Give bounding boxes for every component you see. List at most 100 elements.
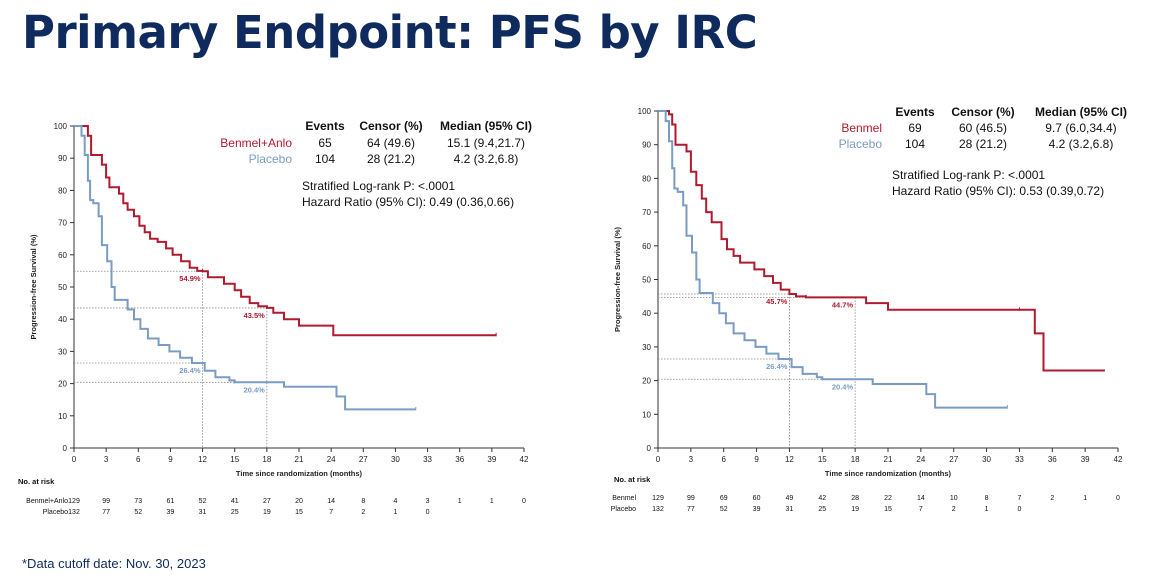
risk-count: 99	[102, 498, 110, 505]
x-tick-label: 39	[1081, 455, 1090, 464]
legend-label-treatment: Benmel+Anlo	[220, 136, 292, 150]
risk-count: 41	[231, 498, 239, 505]
risk-count: 19	[851, 506, 859, 513]
y-tick-label: 50	[642, 276, 651, 285]
x-tick-label: 18	[262, 455, 271, 464]
risk-count: 132	[652, 506, 664, 513]
risk-count: 25	[231, 509, 239, 516]
milestone-label: 20.4%	[244, 385, 266, 394]
risk-count: 0	[1017, 506, 1021, 513]
x-tick-label: 30	[391, 455, 400, 464]
risk-count: 73	[134, 498, 142, 505]
risk-count: 7	[1017, 495, 1021, 502]
milestone-label: 44.7%	[832, 300, 854, 309]
risk-table-title: No. at risk	[18, 477, 55, 486]
milestone-label: 43.5%	[244, 311, 266, 320]
x-tick-label: 15	[818, 455, 827, 464]
risk-count: 28	[851, 495, 859, 502]
risk-count: 2	[1050, 495, 1054, 502]
data-cutoff-footnote: *Data cutoff date: Nov. 30, 2023	[22, 556, 206, 571]
x-tick-label: 6	[136, 455, 141, 464]
x-tick-label: 33	[1015, 455, 1024, 464]
risk-count: 31	[786, 506, 794, 513]
y-axis-title: Progression-free Survival (%)	[29, 234, 38, 340]
x-tick-label: 12	[198, 455, 207, 464]
y-axis-title: Progression-free Survival (%)	[613, 226, 622, 332]
hazard-ratio: Hazard Ratio (95% CI): 0.53 (0.39,0.72)	[892, 184, 1104, 198]
risk-count: 4	[393, 498, 397, 505]
risk-count: 0	[426, 509, 430, 516]
risk-count: 2	[361, 509, 365, 516]
hazard-ratio: Hazard Ratio (95% CI): 0.49 (0.36,0.66)	[302, 195, 514, 209]
x-tick-label: 33	[423, 455, 432, 464]
x-tick-label: 27	[949, 455, 958, 464]
risk-count: 132	[68, 509, 80, 516]
x-tick-label: 21	[295, 455, 304, 464]
risk-count: 2	[952, 506, 956, 513]
risk-count: 77	[102, 509, 110, 516]
y-tick-label: 0	[63, 444, 68, 453]
x-tick-label: 42	[1114, 455, 1123, 464]
x-tick-label: 3	[689, 455, 694, 464]
x-tick-label: 24	[327, 455, 336, 464]
y-tick-label: 10	[642, 410, 651, 419]
table-cell-events: 65	[318, 136, 332, 150]
km-curve-treatment	[658, 110, 1105, 372]
risk-count: 25	[818, 506, 826, 513]
legend-label-placebo: Placebo	[839, 137, 883, 151]
km-curve-placebo	[74, 125, 416, 411]
table-header-censor: Censor (%)	[359, 119, 422, 133]
y-tick-label: 60	[58, 251, 67, 260]
risk-count: 15	[295, 509, 303, 516]
table-header-events: Events	[895, 105, 935, 119]
risk-count: 22	[884, 495, 892, 502]
table-cell-events: 104	[905, 137, 925, 151]
y-tick-label: 20	[58, 380, 67, 389]
y-tick-label: 10	[58, 412, 67, 421]
y-tick-label: 100	[638, 107, 652, 116]
risk-count: 27	[263, 498, 271, 505]
legend-label-placebo: Placebo	[249, 152, 293, 166]
x-tick-label: 36	[1048, 455, 1057, 464]
x-tick-label: 15	[230, 455, 239, 464]
y-tick-label: 70	[58, 219, 67, 228]
table-cell-censor: 64 (49.6)	[367, 136, 415, 150]
y-tick-label: 40	[58, 315, 67, 324]
table-cell-events: 69	[908, 121, 922, 135]
x-tick-label: 21	[884, 455, 893, 464]
y-tick-label: 90	[642, 141, 651, 150]
x-tick-label: 12	[785, 455, 794, 464]
risk-count: 3	[426, 498, 430, 505]
risk-count: 77	[687, 506, 695, 513]
y-tick-label: 70	[642, 208, 651, 217]
milestone-label: 20.4%	[832, 382, 854, 391]
risk-count: 1	[985, 506, 989, 513]
x-tick-label: 6	[721, 455, 726, 464]
risk-count: 14	[327, 498, 335, 505]
x-tick-label: 0	[72, 455, 77, 464]
risk-count: 60	[753, 495, 761, 502]
x-tick-label: 9	[754, 455, 759, 464]
y-tick-label: 30	[642, 343, 651, 352]
risk-count: 20	[295, 498, 303, 505]
risk-count: 39	[753, 506, 761, 513]
y-tick-label: 20	[642, 377, 651, 386]
x-tick-label: 24	[916, 455, 925, 464]
log-rank-p: Stratified Log-rank P: <.0001	[302, 179, 455, 193]
y-tick-label: 90	[58, 154, 67, 163]
risk-row-label: Benmel+Anlo	[26, 498, 68, 505]
risk-count: 8	[985, 495, 989, 502]
risk-count: 129	[68, 498, 80, 505]
log-rank-p: Stratified Log-rank P: <.0001	[892, 168, 1045, 182]
y-tick-label: 40	[642, 309, 651, 318]
risk-count: 99	[687, 495, 695, 502]
risk-row-label: Placebo	[43, 509, 68, 516]
risk-count: 69	[720, 495, 728, 502]
y-tick-label: 80	[642, 174, 651, 183]
x-axis-title: Time since randomization (months)	[236, 469, 363, 478]
risk-count: 1	[393, 509, 397, 516]
table-cell-median: 15.1 (9.4,21.7)	[447, 136, 525, 150]
table-cell-censor: 60 (46.5)	[959, 121, 1007, 135]
table-cell-median: 4.2 (3.2,6.8)	[1049, 137, 1114, 151]
